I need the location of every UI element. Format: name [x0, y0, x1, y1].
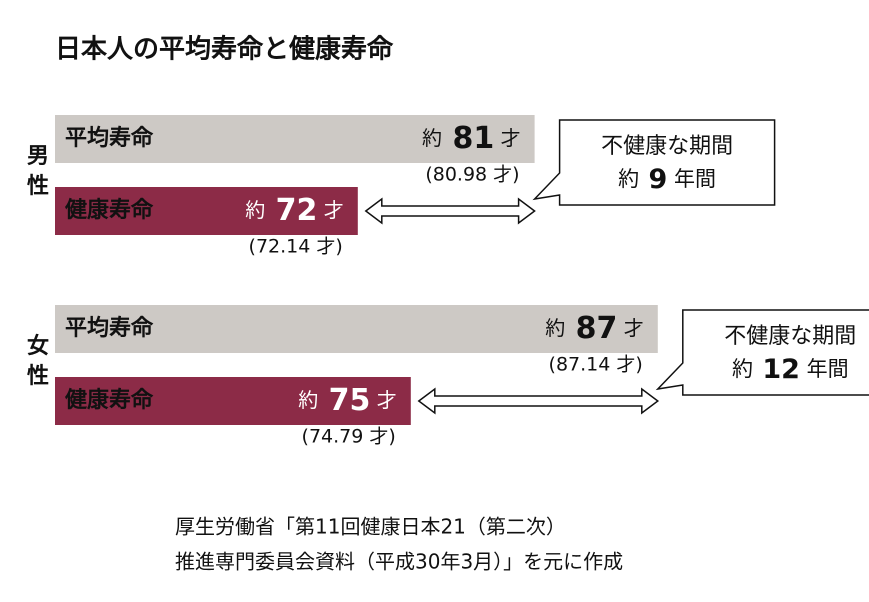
value-detail: (72.14 才)	[249, 236, 343, 258]
value-label: 約 72 才	[245, 193, 344, 228]
callout-title: 不健康な期間	[724, 324, 856, 349]
group-label: 女性	[27, 333, 49, 389]
bar	[55, 377, 411, 425]
callout-title: 不健康な期間	[601, 134, 733, 159]
value-detail: (87.14 才)	[549, 354, 643, 376]
value-label: 約 87 才	[545, 311, 644, 346]
bar	[55, 115, 535, 163]
callout-label: 約 9 年間	[618, 164, 716, 195]
source-note: 厚生労働省「第11回健康日本21（第二次）	[175, 515, 566, 539]
callout-box	[532, 119, 776, 206]
bar-name: 健康寿命	[64, 388, 154, 413]
bar	[55, 305, 658, 353]
chart-title: 日本人の平均寿命と健康寿命	[55, 35, 394, 65]
bar-name: 健康寿命	[64, 198, 154, 223]
gap-arrow	[417, 387, 660, 415]
callout-box	[655, 309, 869, 396]
value-detail: (74.79 才)	[302, 426, 396, 448]
value-label: 約 81 才	[422, 121, 521, 156]
value-label: 約 75 才	[298, 383, 397, 418]
bar	[55, 187, 358, 235]
bar-name: 平均寿命	[65, 125, 154, 151]
bar-name: 平均寿命	[65, 315, 154, 341]
gap-arrow	[364, 197, 536, 225]
group-label: 男性	[27, 144, 49, 199]
source-note: 推進専門委員会資料（平成30年3月）」を元に作成	[175, 550, 623, 574]
callout-label: 約 12 年間	[732, 354, 849, 385]
value-detail: (80.98 才)	[425, 164, 519, 186]
